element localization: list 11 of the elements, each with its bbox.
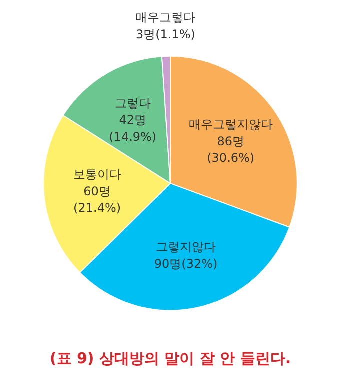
data-label: 86명 (30.6%) [207,134,255,166]
slice-label: 그렇다 [114,96,151,110]
slice-label: 매우그렇지않다 [188,118,273,132]
slice-label: 보통이다 [73,168,122,182]
data-label: 90명(32%) [154,257,218,272]
text: (표 9) 상대방의 말이 잘 안 들린다. [50,350,292,368]
slice-label: 그렇지않다 [156,240,216,254]
slice-label: 매우그렇다 [136,10,196,25]
data-label: 3명(1.1%) [136,27,196,42]
data-label: 42명 (14.9%) [109,113,157,144]
data-label: 60명 (21.4%) [74,184,122,216]
